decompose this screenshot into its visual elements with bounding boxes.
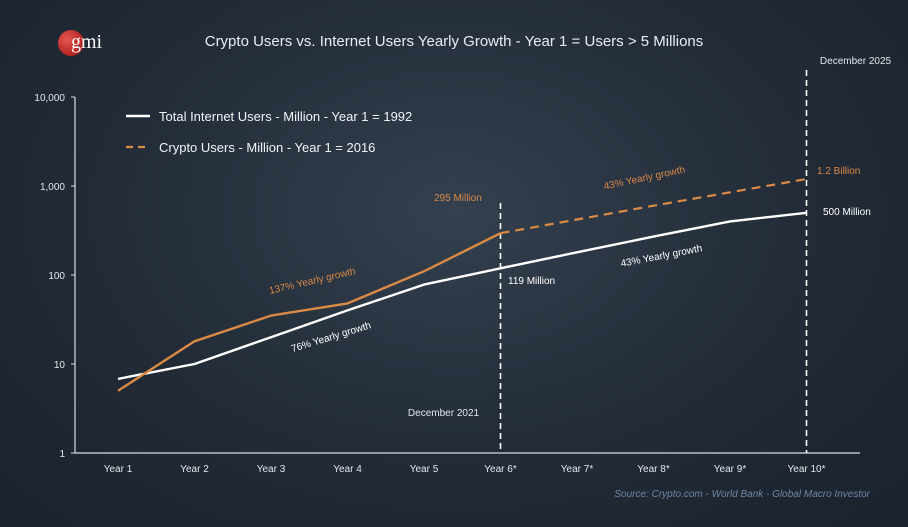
- annotation-label: 1.2 Billion: [817, 166, 860, 177]
- y-tick-label: 100: [48, 271, 65, 282]
- series-internet-line: [117, 211, 807, 381]
- annotation-label: 500 Million: [823, 207, 871, 218]
- y-tick-label: 1: [59, 449, 65, 460]
- logo-mark: [58, 30, 84, 56]
- x-tick-label: Year 3: [257, 464, 286, 475]
- y-tick-label: 10,000: [34, 93, 65, 104]
- x-tick-label: Year 7*: [561, 464, 594, 475]
- annotation-label: 43% Yearly growth: [603, 165, 686, 193]
- chart-title: Crypto Users vs. Internet Users Yearly G…: [204, 33, 704, 50]
- x-tick-label: Year 10*: [788, 464, 826, 475]
- source-note: Source: Crypto.com - World Bank - Global…: [614, 489, 870, 500]
- x-tick-label: Year 9*: [714, 464, 747, 475]
- series-crypto-line-actual: [117, 232, 502, 392]
- y-tick-label: 1,000: [40, 182, 65, 193]
- x-tick-label: Year 2: [180, 464, 209, 475]
- x-tick-label: Year 5: [410, 464, 439, 475]
- annotation-label: 137% Yearly growth: [268, 266, 357, 297]
- annotation-label: 43% Yearly growth: [620, 243, 703, 270]
- x-tick-label: Year 1: [104, 464, 133, 475]
- legend-crypto-label: Crypto Users - Million - Year 1 = 2016: [159, 140, 375, 155]
- vline-label: December 2025: [820, 56, 892, 67]
- annotation-label: 119 Million: [508, 276, 555, 287]
- logo-text: gmi: [71, 31, 103, 53]
- y-tick-label: 10: [54, 360, 66, 371]
- x-tick-label: Year 4: [333, 464, 362, 475]
- legend-internet-label: Total Internet Users - Million - Year 1 …: [159, 109, 412, 124]
- series-crypto-line-projected: [500, 177, 807, 235]
- x-tick-label: Year 6*: [484, 464, 517, 475]
- x-tick-label: Year 8*: [637, 464, 670, 475]
- vline-label: December 2021: [408, 408, 480, 419]
- annotation-label: 295 Million: [434, 193, 482, 204]
